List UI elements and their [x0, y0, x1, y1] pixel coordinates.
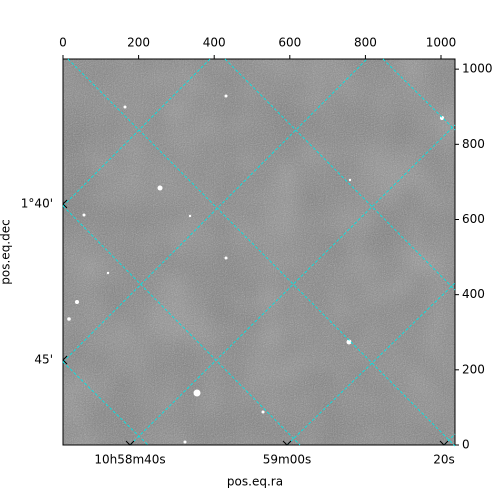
y-tick-label: 0	[462, 438, 470, 452]
y-tick-label: 800	[462, 137, 485, 151]
x-tick-label: 800	[354, 36, 377, 50]
dec-tick	[62, 355, 68, 365]
y-tick-label: 400	[462, 287, 485, 301]
wcs-grid-line	[62, 58, 368, 363]
y-axis-label: pos.eq.dec	[0, 219, 13, 284]
wcs-grid-line	[286, 282, 456, 446]
x-axis-label: pos.eq.ra	[227, 475, 283, 489]
wcs-grid-line	[382, 58, 456, 131]
ra-tick-label: 59m00s	[263, 453, 311, 467]
ra-tick-label: 10h58m40s	[94, 453, 165, 467]
wcs-grid-line	[129, 124, 456, 446]
x-tick-label: 600	[278, 36, 301, 50]
x-tick-label: 0	[59, 36, 67, 50]
ra-tick-label: 20s	[433, 453, 455, 467]
wcs-grid-line	[67, 58, 456, 447]
x-tick-label: 400	[203, 36, 226, 50]
ra-tick	[282, 440, 292, 446]
x-tick-label: 200	[127, 36, 150, 50]
ra-tick	[439, 440, 449, 446]
axes-frame	[62, 58, 456, 446]
wcs-grid-line	[62, 205, 301, 446]
ra-tick	[125, 440, 135, 446]
y-tick-label: 600	[462, 212, 485, 226]
dec-tick-label: 45'	[34, 353, 53, 367]
x-tick-label: 1000	[426, 36, 457, 50]
dec-tick	[62, 199, 68, 209]
wcs-grid-line	[224, 58, 456, 291]
y-tick-label: 1000	[462, 62, 493, 76]
image	[63, 59, 455, 445]
y-tick-label: 200	[462, 362, 485, 376]
dec-tick-label: 1°40'	[21, 197, 53, 211]
